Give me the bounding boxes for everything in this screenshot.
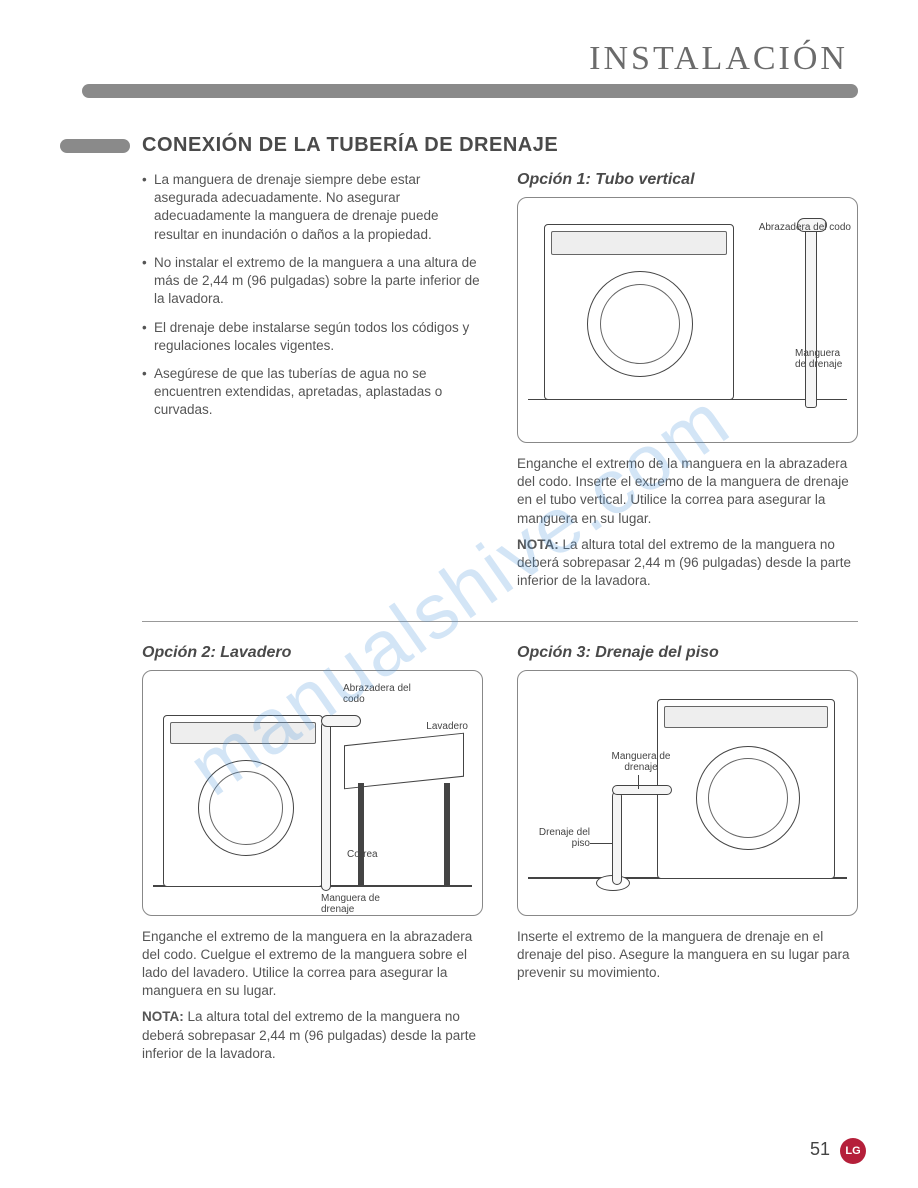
callout-hose: Manguera de drenaje bbox=[608, 751, 674, 773]
option1-illustration: Abrazadera del codo Manguera de drenaje bbox=[517, 197, 858, 443]
option3-paragraph: Inserte el extremo de la manguera de dre… bbox=[517, 928, 858, 983]
list-item: Asegúrese de que las tuberías de agua no… bbox=[142, 365, 483, 420]
option1-paragraph: Enganche el extremo de la manguera en la… bbox=[517, 455, 858, 528]
section-heading: CONEXIÓN DE LA TUBERÍA DE DRENAJE bbox=[142, 134, 558, 157]
callout-floor-drain: Drenaje del piso bbox=[536, 827, 590, 849]
instructions-list: La manguera de drenaje siempre debe esta… bbox=[142, 171, 483, 420]
lg-logo-icon: LG bbox=[840, 1138, 866, 1164]
option1-nota: NOTA: La altura total del extremo de la … bbox=[517, 536, 858, 591]
page-number: 51 bbox=[810, 1139, 830, 1160]
option2-nota: NOTA: La altura total del extremo de la … bbox=[142, 1008, 483, 1063]
nota-label: NOTA: bbox=[142, 1009, 184, 1024]
nota-text: La altura total del extremo de la mangue… bbox=[517, 537, 851, 588]
option3-illustration: Manguera de drenaje Drenaje del piso bbox=[517, 670, 858, 916]
callout-sink: Lavadero bbox=[426, 721, 468, 732]
option3-title: Opción 3: Drenaje del piso bbox=[517, 644, 858, 662]
callout-strap: Correa bbox=[347, 849, 378, 860]
list-item: El drenaje debe instalarse según todos l… bbox=[142, 319, 483, 355]
option2-illustration: Abrazadera del codo Lavadero Correa Mang… bbox=[142, 670, 483, 916]
callout-hose: Manguera de drenaje bbox=[795, 348, 851, 370]
list-item: No instalar el extremo de la manguera a … bbox=[142, 254, 483, 309]
option1-title: Opción 1: Tubo vertical bbox=[517, 171, 858, 189]
option2-paragraph: Enganche el extremo de la manguera en la… bbox=[142, 928, 483, 1001]
horizontal-divider bbox=[142, 621, 858, 622]
nota-text: La altura total del extremo de la mangue… bbox=[142, 1009, 476, 1060]
list-item: La manguera de drenaje siempre debe esta… bbox=[142, 171, 483, 244]
callout-clamp: Abrazadera del codo bbox=[343, 683, 413, 705]
nota-label: NOTA: bbox=[517, 537, 559, 552]
callout-clamp: Abrazadera del codo bbox=[759, 222, 851, 233]
option2-title: Opción 2: Lavadero bbox=[142, 644, 483, 662]
section-bullet-bar bbox=[60, 139, 130, 153]
callout-hose: Manguera de drenaje bbox=[321, 893, 391, 915]
page-header: INSTALACIÓN bbox=[60, 40, 848, 78]
header-divider-bar bbox=[82, 84, 858, 98]
